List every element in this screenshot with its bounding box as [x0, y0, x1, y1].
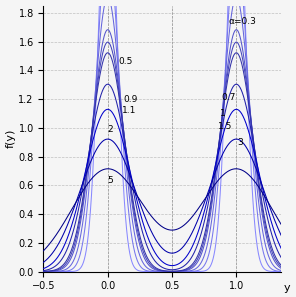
Text: 5: 5 — [108, 176, 113, 185]
Text: 1.5: 1.5 — [218, 122, 233, 131]
Text: y: y — [284, 283, 291, 293]
Text: 0.9: 0.9 — [123, 94, 138, 104]
Text: 0.7: 0.7 — [221, 93, 235, 102]
Y-axis label: f(y): f(y) — [6, 129, 16, 148]
Text: 2: 2 — [108, 125, 113, 134]
Text: 1.1: 1.1 — [122, 106, 136, 115]
Text: 0.5: 0.5 — [118, 57, 132, 66]
Text: 3: 3 — [238, 138, 243, 147]
Text: α=0.3: α=0.3 — [229, 17, 257, 26]
Text: 1: 1 — [220, 109, 225, 118]
